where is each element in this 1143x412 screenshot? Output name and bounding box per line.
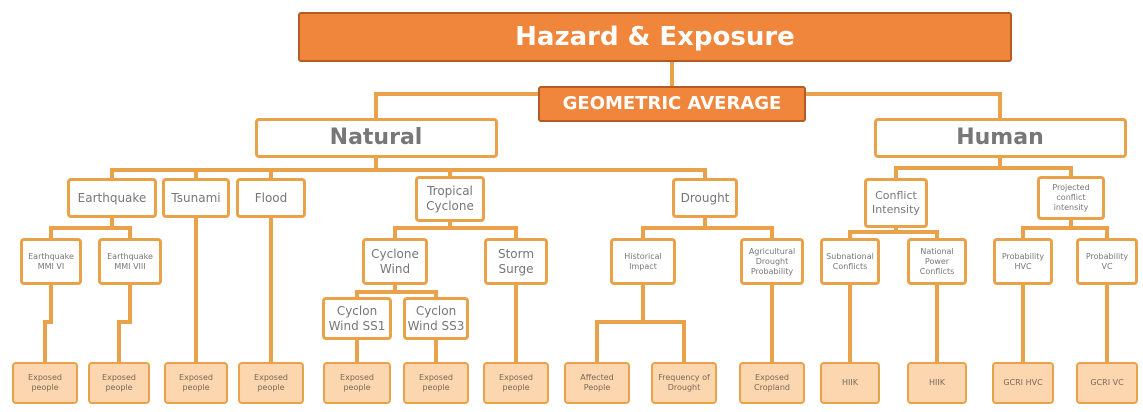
leaf-node: Exposed people — [323, 362, 391, 404]
node: Cyclon Wind SS1 — [322, 297, 392, 340]
method-box: GEOMETRIC AVERAGE — [538, 86, 806, 122]
connector — [894, 166, 1073, 178]
node: Agricultural Drought Probability — [740, 238, 804, 285]
node: Earthquake MMI VI — [20, 238, 82, 285]
node: Probability HVC — [993, 238, 1053, 285]
node: Cyclon Wind SS3 — [403, 297, 469, 340]
node: Drought — [672, 178, 738, 218]
leaf-node: Frequency of Drought — [651, 362, 717, 404]
connector — [49, 226, 132, 238]
node: Tsunami — [162, 178, 230, 218]
connector — [641, 226, 774, 238]
node: Projected conflict intensity — [1037, 176, 1105, 220]
node: Natural — [254, 118, 498, 158]
leaf-node: HIIK — [820, 362, 880, 404]
node: National Power Conflicts — [907, 238, 967, 285]
node: Tropical Cyclone — [415, 176, 485, 222]
connector — [1021, 226, 1109, 238]
leaf-node: HIIK — [907, 362, 967, 404]
connector — [110, 168, 707, 178]
leaf-node: Exposed people — [403, 362, 469, 404]
connector — [595, 320, 686, 362]
connector — [43, 285, 53, 362]
title-box: Hazard & Exposure — [298, 12, 1012, 62]
leaf-node: GCRI HVC — [992, 362, 1054, 404]
leaf-node: GCRI VC — [1076, 362, 1138, 404]
connector — [393, 226, 518, 238]
connector — [117, 285, 132, 362]
node: Human — [873, 118, 1127, 158]
node: Earthquake — [67, 178, 157, 218]
connector — [848, 230, 939, 240]
connector — [355, 290, 438, 297]
leaf-node: Affected People — [564, 362, 630, 404]
leaf-node: Exposed people — [238, 362, 304, 404]
node: Cyclone Wind — [362, 238, 428, 285]
leaf-node: Exposed people — [12, 362, 78, 404]
node: Storm Surge — [484, 238, 548, 285]
node: Conflict Intensity — [864, 178, 928, 228]
leaf-node: Exposed people — [483, 362, 549, 404]
node: Subnational Conflicts — [820, 238, 880, 285]
leaf-node: Exposed people — [88, 362, 150, 404]
leaf-node: Exposed people — [164, 362, 228, 404]
node: Historical Impact — [610, 238, 676, 285]
node: Earthquake MMI VIII — [98, 238, 162, 285]
leaf-node: Exposed Cropland — [739, 362, 805, 404]
node: Flood — [236, 178, 306, 218]
node: Probability VC — [1076, 238, 1138, 285]
